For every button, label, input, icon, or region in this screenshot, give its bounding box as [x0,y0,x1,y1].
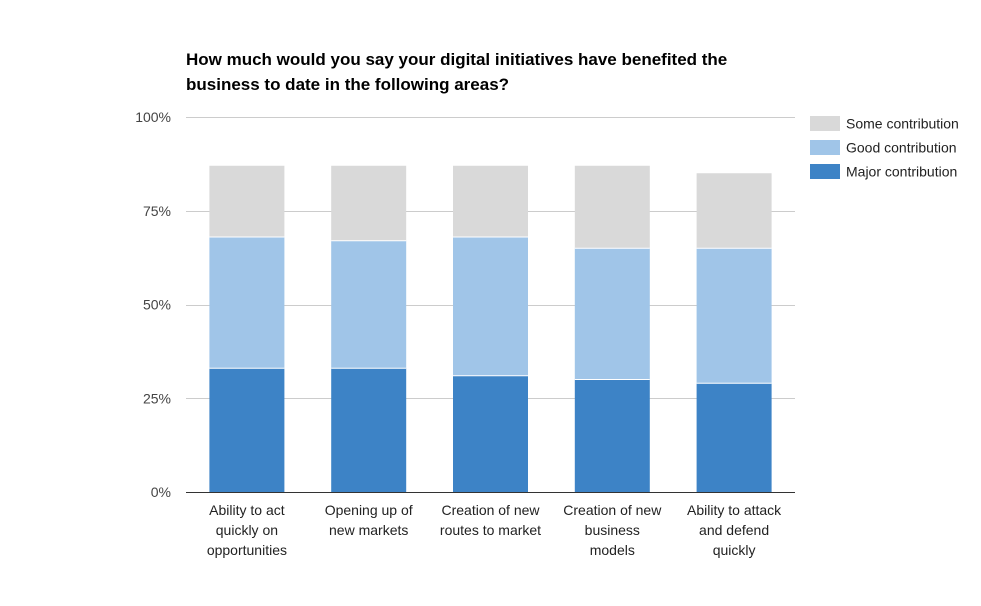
bar-segment-some-contribution [696,173,772,249]
chart-title-line-2: business to date in the following areas? [186,75,509,94]
y-tick-label: 25% [143,390,171,406]
x-category-label: Creation of new business models [563,502,662,558]
x-category-label-line: Ability to act [209,502,285,518]
x-category-label: Opening up of new markets [325,502,413,538]
x-category-label-line: Ability to attack [687,502,782,518]
x-category-label-line: and defend [699,522,769,538]
y-tick-label: 0% [151,484,171,500]
x-category-label: Creation of new routes to market [440,502,541,538]
bar-segment-good-contribution [209,237,285,369]
x-category-label-line: opportunities [207,542,287,558]
bars [209,165,772,492]
legend-swatch [810,140,840,155]
bar-segment-good-contribution [574,248,650,380]
legend-swatch [810,164,840,179]
bar-segment-some-contribution [331,165,407,241]
chart-title: How much would you say your digital init… [186,50,727,94]
x-category-label: Ability to attack and defend quickly [687,502,782,558]
x-category-label-line: routes to market [440,522,541,538]
y-tick-label: 100% [135,109,171,125]
x-category-label-line: new markets [329,522,408,538]
bar-segment-some-contribution [209,165,285,237]
bar-segment-major-contribution [331,368,407,492]
bar-segment-some-contribution [574,165,650,249]
legend: Some contribution Good contribution Major … [810,116,959,180]
bar-segment-major-contribution [574,379,650,492]
x-category-label-line: quickly [713,542,756,558]
legend-item-good-contribution: Good contribution [810,140,957,156]
x-category-label-line: Creation of new [441,502,540,518]
x-category-label-line: quickly on [216,522,278,538]
bar-segment-major-contribution [696,383,772,492]
bar-segment-good-contribution [696,248,772,384]
x-axis-category-labels: Ability to act quickly on opportunities Ope… [207,502,782,558]
legend-item-major-contribution: Major contribution [810,164,957,180]
y-tick-label: 50% [143,297,171,313]
y-tick-label: 75% [143,203,171,219]
y-axis-tick-labels: 0% 25% 50% 75% 100% [135,109,171,500]
legend-swatch [810,116,840,131]
bar-segment-good-contribution [453,237,528,376]
legend-label: Major contribution [846,164,957,180]
legend-label: Good contribution [846,140,957,156]
x-category-label: Ability to act quickly on opportunities [207,502,287,558]
bar-segment-major-contribution [453,375,528,492]
bar-segment-major-contribution [209,368,285,492]
legend-item-some-contribution: Some contribution [810,116,959,132]
x-category-label-line: Creation of new [563,502,662,518]
chart-title-line-1: How much would you say your digital init… [186,50,727,69]
bar-segment-good-contribution [331,240,407,369]
x-category-label-line: Opening up of [325,502,413,518]
x-category-label-line: business [585,522,640,538]
bar-segment-some-contribution [453,165,528,237]
legend-label: Some contribution [846,116,959,132]
x-category-label-line: models [590,542,635,558]
